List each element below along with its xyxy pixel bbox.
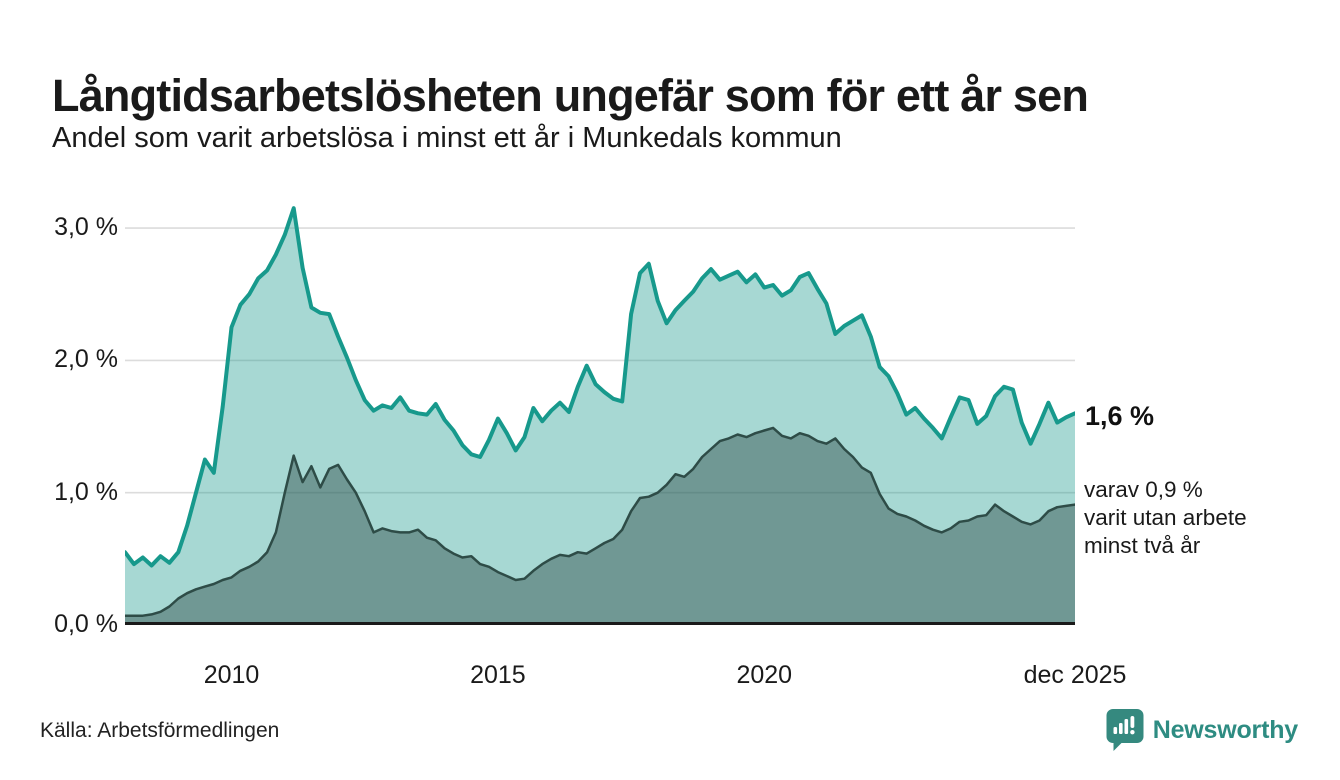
chart-subtitle: Andel som varit arbetslösa i minst ett å… <box>52 122 842 154</box>
newsworthy-wordmark: Newsworthy <box>1152 715 1298 744</box>
x-tick-label: dec 2025 <box>1023 661 1127 689</box>
newsworthy-logo: Newsworthy <box>1104 708 1298 752</box>
y-tick-label: 1,0 % <box>54 477 118 506</box>
secondary-value-line: varav 0,9 % <box>1084 477 1203 502</box>
x-tick-label: 2010 <box>203 661 260 689</box>
latest-value-label: 1,6 % <box>1085 401 1155 431</box>
secondary-value-line: minst två år <box>1084 533 1201 558</box>
x-tick-label: 2020 <box>736 661 793 689</box>
page-title: Långtidsarbetslösheten ungefär som för e… <box>52 70 1089 122</box>
secondary-value-label: varav 0,9 % varit utan arbete minst två … <box>1084 476 1324 560</box>
y-tick-label: 0,0 % <box>54 610 118 638</box>
x-tick-label: 2015 <box>470 661 526 689</box>
secondary-value-line: varit utan arbete <box>1084 505 1247 530</box>
newsworthy-icon <box>1106 709 1144 751</box>
y-tick-label: 3,0 % <box>54 213 118 242</box>
chart-canvas <box>125 206 1075 625</box>
source-attribution: Källa: Arbetsförmedlingen <box>40 719 280 742</box>
bar-chart-glyph <box>1113 716 1135 735</box>
y-tick-label: 2,0 % <box>54 345 118 374</box>
area-chart <box>125 195 1075 625</box>
